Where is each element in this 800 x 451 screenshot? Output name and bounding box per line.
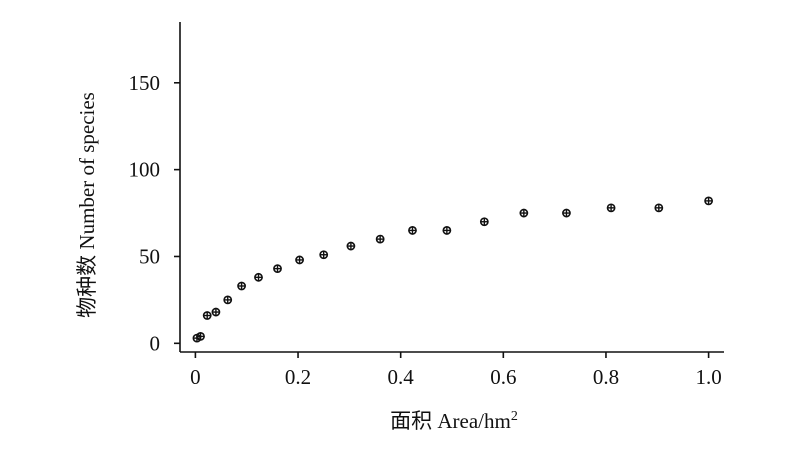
y-tick-label: 100 — [129, 158, 161, 182]
y-ticks: 0 50 100 150 — [129, 71, 180, 355]
data-point — [442, 226, 452, 235]
x-tick-label: 0 — [190, 365, 201, 389]
x-axis-title-text: 面积 Area/hm — [390, 409, 511, 433]
data-point — [479, 217, 489, 227]
data-point — [196, 331, 205, 341]
data-point — [375, 234, 385, 244]
x-tick-label: 0.8 — [593, 365, 619, 389]
y-tick-label: 150 — [129, 71, 161, 95]
data-point — [704, 196, 714, 206]
data-point — [319, 250, 329, 260]
y-tick-label: 50 — [139, 244, 160, 268]
data-point — [654, 203, 664, 213]
data-point — [408, 226, 417, 235]
data-point — [295, 255, 304, 265]
x-tick-label: 0.6 — [490, 365, 516, 389]
data-point — [519, 208, 529, 218]
y-tick-label: 0 — [150, 331, 161, 355]
data-point — [254, 272, 263, 282]
data-points — [192, 196, 714, 343]
data-point — [562, 208, 571, 218]
x-tick-label: 0.2 — [285, 365, 311, 389]
data-point — [346, 241, 356, 251]
y-axis-title: 物种数 Number of species — [75, 92, 99, 318]
data-point — [202, 311, 212, 320]
x-tick-label: 0.4 — [388, 365, 415, 389]
x-axis-title: 面积 Area/hm2 — [390, 409, 518, 433]
data-point — [211, 307, 221, 317]
x-axis-title-superscript: 2 — [511, 409, 518, 424]
data-point — [237, 281, 246, 291]
x-tick-label: 1.0 — [695, 365, 721, 389]
axes — [179, 22, 724, 353]
data-point — [273, 264, 282, 274]
x-ticks: 0 0.2 0.4 0.6 0.8 1.0 — [190, 352, 722, 389]
data-point — [606, 203, 616, 213]
data-point — [223, 295, 233, 305]
